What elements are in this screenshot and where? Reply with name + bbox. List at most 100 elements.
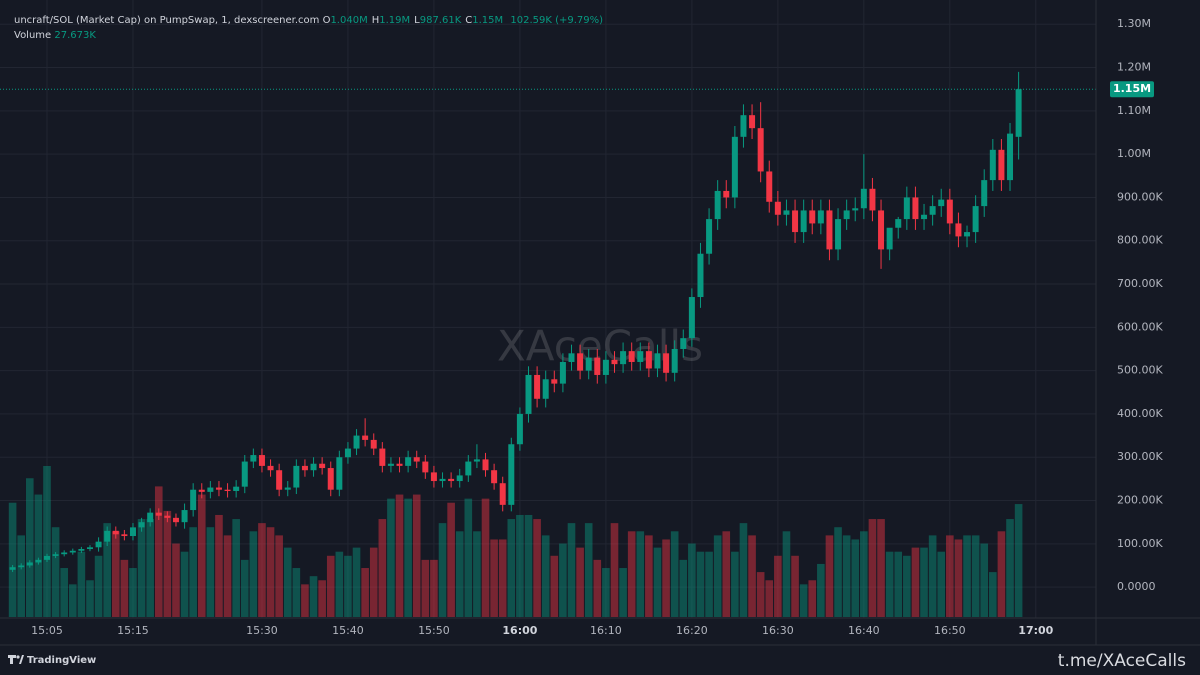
volume-bar [94, 555, 103, 617]
candle-body [293, 465, 300, 488]
volume-bar [928, 535, 937, 617]
volume-bar [172, 543, 180, 617]
volume-bar [937, 551, 946, 617]
logo-shape [10, 655, 13, 664]
candle-body [499, 483, 506, 505]
candle-body [817, 210, 824, 224]
candle-body [362, 435, 369, 440]
legend-key: H [371, 15, 380, 26]
candle-body [86, 547, 93, 550]
volume-bar [412, 494, 421, 617]
brand: TradingView [27, 655, 96, 666]
volume-bar [593, 559, 602, 617]
volume-bar [774, 555, 782, 617]
volume-bar [17, 535, 25, 617]
volume-bar [189, 527, 197, 617]
candle-body [344, 448, 351, 458]
candle-body [413, 457, 420, 462]
candle-body [723, 190, 730, 198]
volume-bar [387, 498, 395, 617]
y-tick-label: 700.00K [1117, 277, 1163, 290]
volume-bar [860, 531, 868, 617]
volume-bar [111, 531, 120, 617]
volume-bar [825, 535, 834, 617]
legend: uncraft/SOL (Market Cap) on PumpSwap, 1,… [14, 13, 607, 43]
y-tick-label: 800.00K [1117, 234, 1163, 247]
volume-bar [954, 539, 963, 617]
volume-bar [361, 568, 369, 617]
volume-bar [68, 584, 77, 617]
candle-body [964, 232, 971, 237]
candle-body [448, 478, 455, 482]
volume-bar [662, 539, 670, 617]
candle-body [319, 463, 326, 469]
candle-body [35, 559, 42, 563]
candle-body [774, 201, 781, 215]
candle-body [886, 227, 893, 250]
x-tick-label: 16:40 [848, 624, 880, 637]
candle-body [800, 210, 807, 233]
volume-bar [576, 547, 584, 617]
volume-pane [8, 466, 1023, 617]
y-tick-label: 1.00M [1117, 147, 1151, 160]
volume-bar [283, 547, 292, 617]
candle-body [104, 530, 111, 542]
volume-bar [636, 531, 645, 617]
volume-bar [920, 547, 928, 617]
volume-bar [851, 539, 860, 617]
volume-bar [541, 535, 550, 617]
candle-body [843, 210, 850, 220]
y-tick-label: 300.00K [1117, 450, 1163, 463]
candle-body [95, 541, 102, 548]
change: 102.59K (+9.79%) [510, 15, 604, 26]
volume-bar [77, 551, 86, 617]
volume-bar [206, 527, 215, 617]
candle-body [327, 468, 334, 490]
candle-body [258, 455, 265, 466]
volume-bar [997, 531, 1006, 617]
volume-bar [163, 510, 172, 617]
volume-bar [215, 514, 223, 617]
volume-bar [739, 523, 748, 617]
volume-bar [146, 519, 154, 617]
candle-body [61, 552, 68, 555]
volume-bar [653, 547, 662, 617]
volume-key: Volume [14, 30, 52, 41]
x-tick-label: 16:00 [502, 624, 537, 637]
candle-body [405, 457, 412, 466]
y-tick-label: 1.10M [1117, 104, 1151, 117]
x-tick-label: 15:15 [117, 624, 149, 637]
candle-body [491, 470, 498, 484]
volume-bar [713, 535, 722, 617]
volume-bar [60, 568, 68, 617]
volume-bar [335, 551, 344, 617]
volume-bar [344, 555, 352, 617]
volume-bar [670, 531, 679, 617]
candle-body [706, 219, 713, 254]
volume-bar [705, 551, 713, 617]
volume-bar [903, 555, 911, 617]
volume-bar [43, 466, 51, 617]
y-tick-label: 1.30M [1117, 17, 1151, 30]
legend-value: 1.040M [330, 15, 368, 26]
volume-bar [627, 531, 636, 617]
last-price-label: 1.15M [1113, 82, 1151, 95]
candle-body [155, 512, 162, 516]
legend-key: L [414, 15, 420, 26]
volume-bar [584, 523, 593, 617]
candle-body [387, 463, 394, 466]
candle-body [783, 210, 790, 215]
candle-body [26, 562, 33, 566]
candle-body [267, 465, 274, 471]
candle-body [181, 510, 188, 523]
volume-bar [266, 527, 275, 617]
candle-body [731, 136, 738, 198]
volume-bar [946, 535, 954, 617]
x-tick-label: 15:40 [332, 624, 364, 637]
candle-body [998, 149, 1005, 181]
volume-bar [834, 527, 842, 617]
symbol: uncraft/SOL (Market Cap) on PumpSwap, 1,… [14, 15, 320, 26]
legend-value: 987.61K [419, 15, 462, 26]
